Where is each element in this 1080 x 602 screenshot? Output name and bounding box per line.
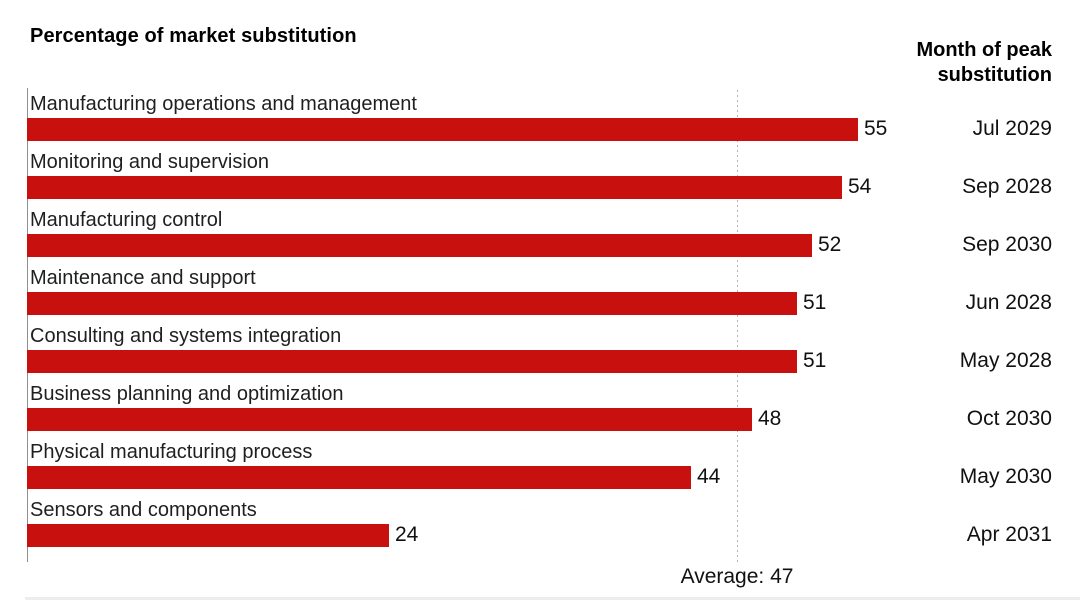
chart-row: Manufacturing operations and management … bbox=[0, 90, 1080, 148]
value-label: 48 bbox=[758, 407, 782, 430]
month-label: Sep 2028 bbox=[962, 175, 1052, 198]
month-label: May 2030 bbox=[959, 465, 1052, 488]
value-label: 24 bbox=[395, 523, 419, 546]
category-label: Physical manufacturing process bbox=[30, 441, 313, 463]
value-label: 54 bbox=[848, 175, 872, 198]
bar bbox=[27, 408, 752, 431]
category-label: Sensors and components bbox=[30, 499, 257, 521]
value-label: 52 bbox=[818, 233, 842, 256]
month-label: Jul 2029 bbox=[972, 117, 1052, 140]
chart-row: Physical manufacturing process 44 May 20… bbox=[0, 438, 1080, 496]
month-label: May 2028 bbox=[959, 349, 1052, 372]
bar bbox=[27, 118, 858, 141]
chart-row: Manufacturing control 52 Sep 2030 bbox=[0, 206, 1080, 264]
y-axis-line bbox=[27, 88, 28, 562]
bar bbox=[27, 524, 389, 547]
chart-title: Percentage of market substitution bbox=[30, 25, 357, 47]
month-label: Jun 2028 bbox=[965, 291, 1052, 314]
bar bbox=[27, 234, 812, 257]
value-label: 51 bbox=[803, 291, 827, 314]
bar bbox=[27, 350, 797, 373]
average-line bbox=[737, 90, 738, 563]
month-column-header-line1: Month of peak bbox=[916, 39, 1052, 61]
month-label: Oct 2030 bbox=[966, 407, 1052, 430]
category-label: Manufacturing operations and management bbox=[30, 93, 417, 115]
chart-row: Maintenance and support 51 Jun 2028 bbox=[0, 264, 1080, 322]
chart-row: Business planning and optimization 48 Oc… bbox=[0, 380, 1080, 438]
category-label: Consulting and systems integration bbox=[30, 325, 342, 347]
average-label: Average: 47 bbox=[680, 565, 794, 588]
chart-row: Consulting and systems integration 51 Ma… bbox=[0, 322, 1080, 380]
month-column-header-line2: substitution bbox=[937, 64, 1052, 86]
category-label: Monitoring and supervision bbox=[30, 151, 270, 173]
bar bbox=[27, 292, 797, 315]
month-label: Sep 2030 bbox=[962, 233, 1052, 256]
value-label: 55 bbox=[864, 117, 888, 140]
bottom-border-line bbox=[25, 597, 1080, 600]
month-label: Apr 2031 bbox=[966, 523, 1052, 546]
value-label: 44 bbox=[697, 465, 721, 488]
bar bbox=[27, 466, 691, 489]
category-label: Business planning and optimization bbox=[30, 383, 344, 405]
month-column-header: Month of peak substitution bbox=[916, 38, 1052, 88]
category-label: Maintenance and support bbox=[30, 267, 256, 289]
chart-row: Monitoring and supervision 54 Sep 2028 bbox=[0, 148, 1080, 206]
chart-row: Sensors and components 24 Apr 2031 bbox=[0, 496, 1080, 554]
category-label: Manufacturing control bbox=[30, 209, 223, 231]
value-label: 51 bbox=[803, 349, 827, 372]
bar bbox=[27, 176, 842, 199]
